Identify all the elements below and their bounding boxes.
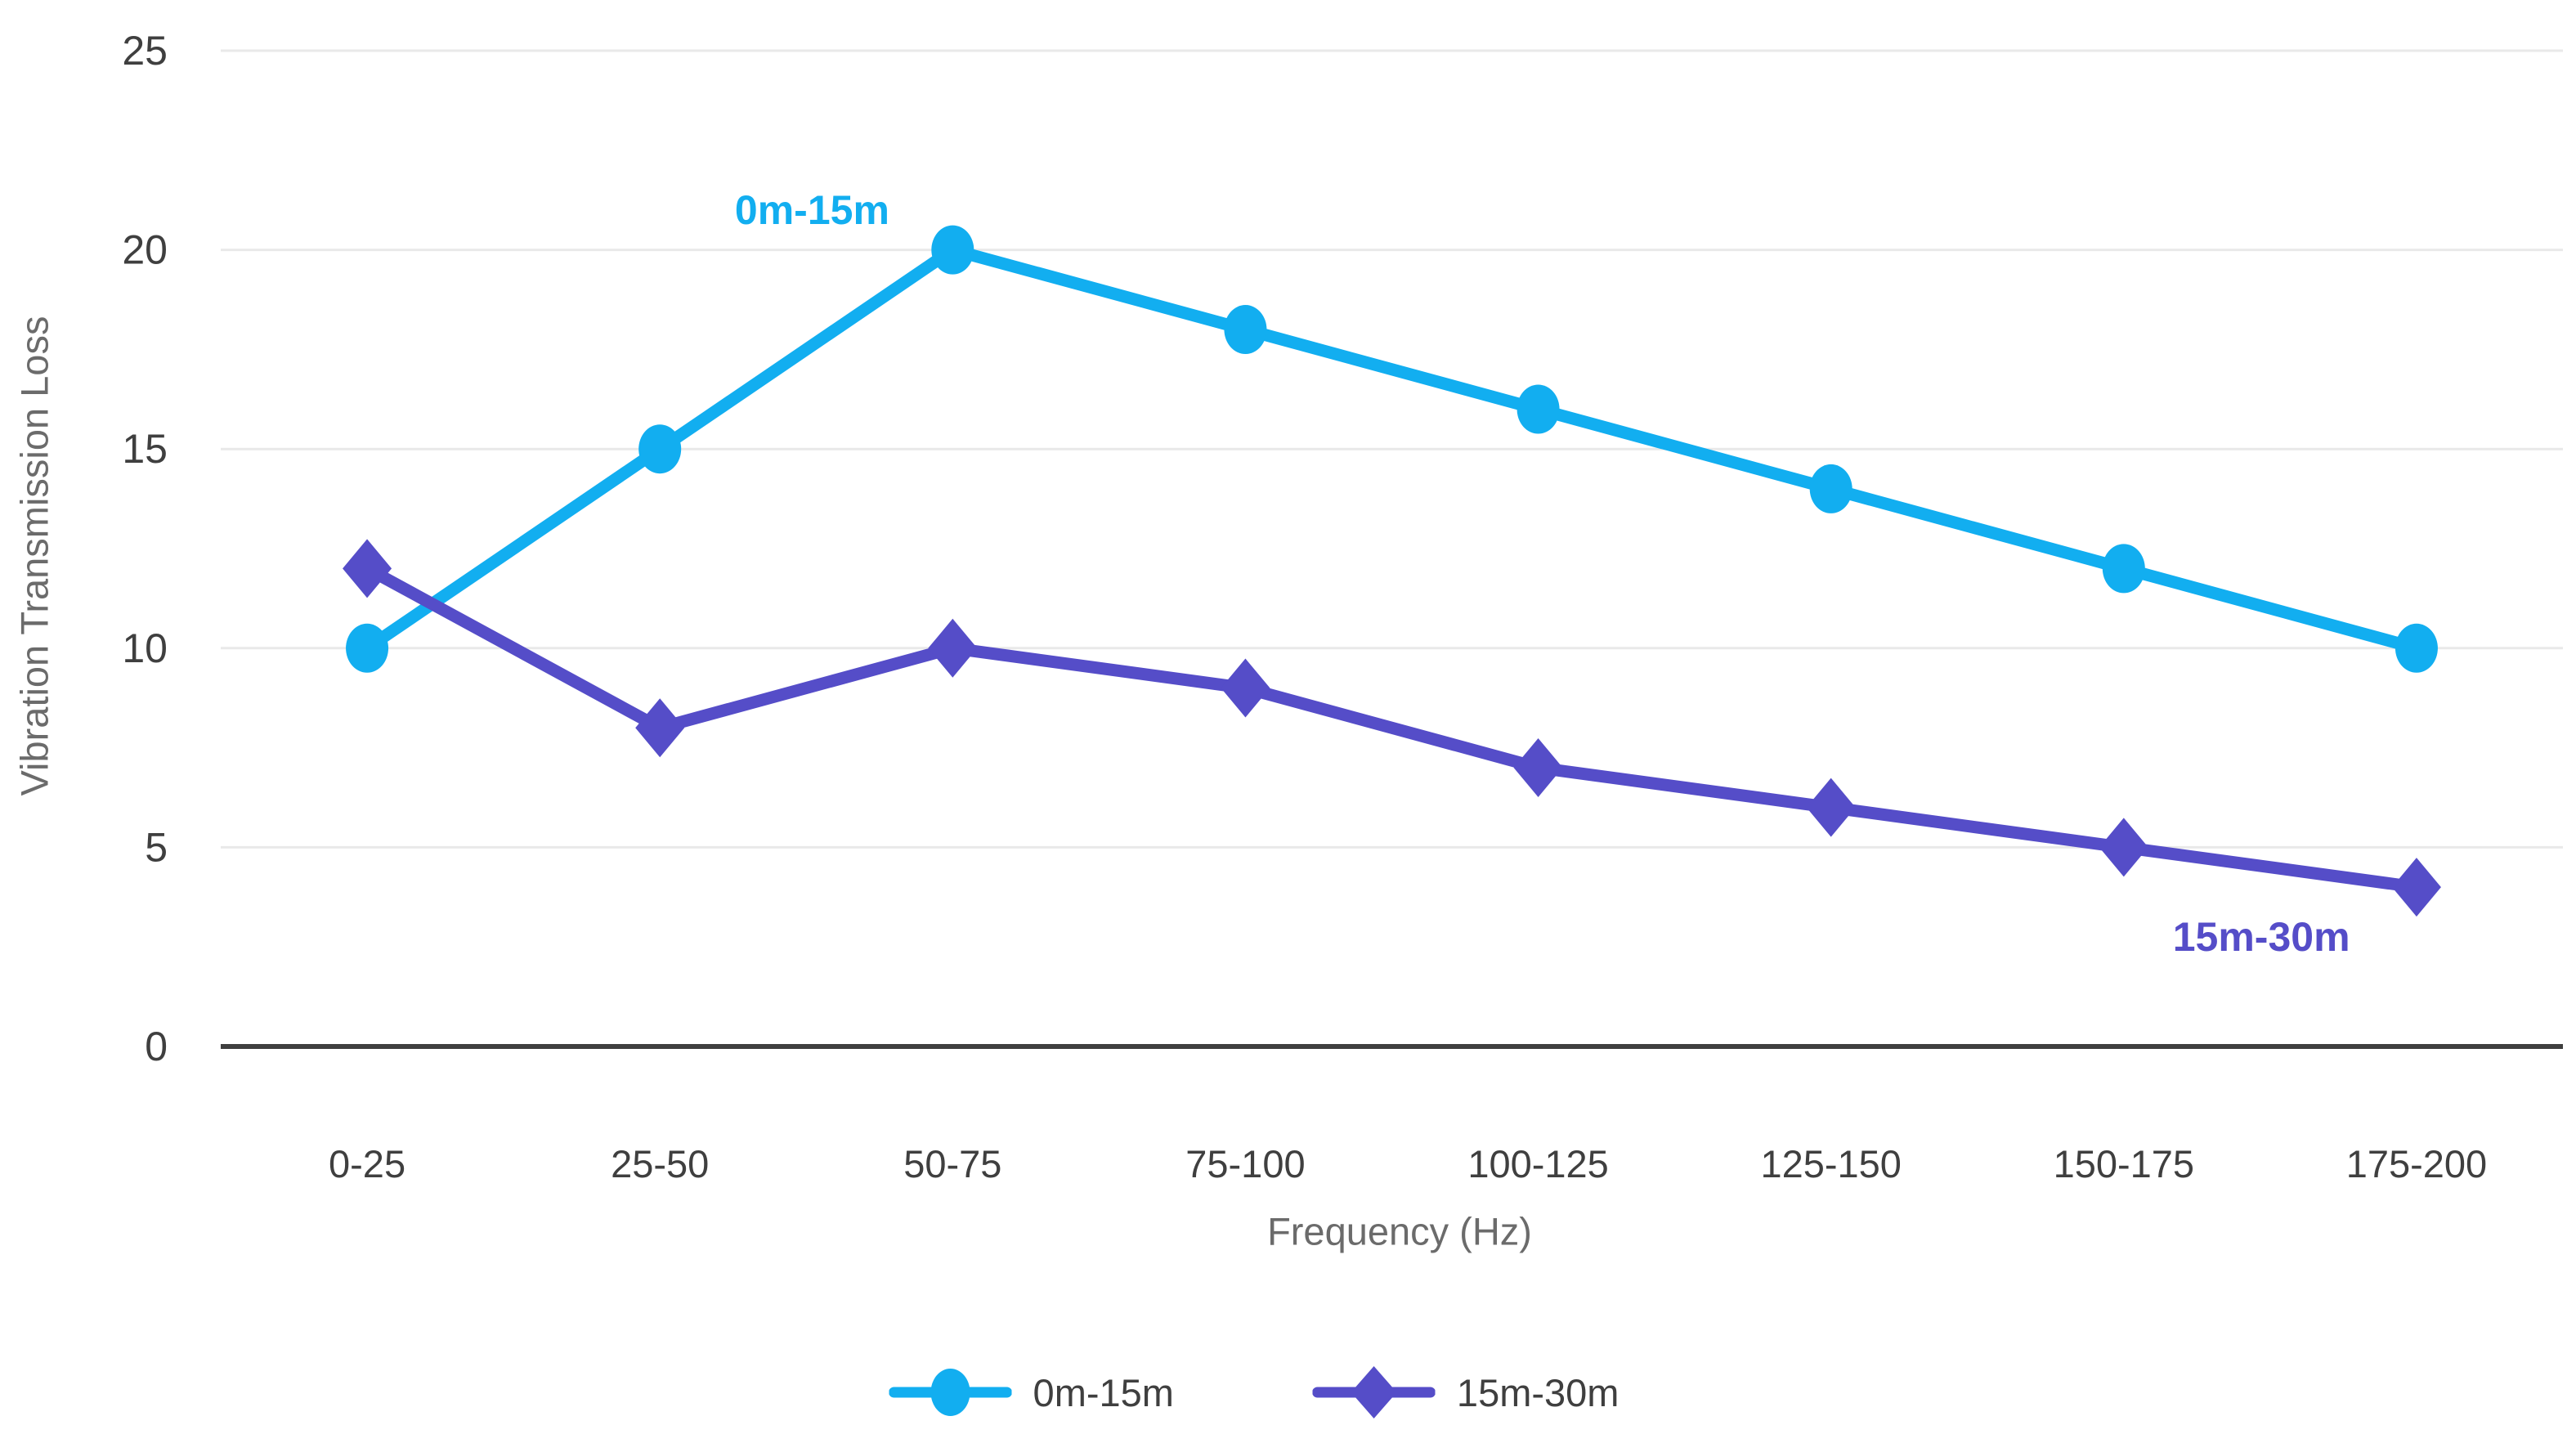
series-line-0m-15m: [361, 244, 2423, 655]
data-point-diamond: [1513, 737, 1563, 797]
x-tick-label: 125-150: [1760, 1142, 1902, 1185]
x-tick-label: 0-25: [329, 1142, 405, 1185]
data-point-diamond: [635, 698, 685, 758]
legend-label: 0m-15m: [1033, 1370, 1174, 1414]
y-tick-label: 0: [145, 1024, 168, 1069]
legend-item-15m-30m: 15m-30m: [1312, 1356, 1620, 1429]
x-tick-label: 50-75: [903, 1142, 1001, 1185]
y-tick-label: 15: [122, 426, 168, 472]
data-point-diamond: [343, 539, 392, 598]
series-line-15m-30m: [361, 562, 2423, 894]
data-point-circle: [1809, 464, 1852, 513]
y-tick-label: 10: [122, 625, 168, 671]
x-tick-label: 25-50: [611, 1142, 709, 1185]
series-label-15m-30m: 15m-30m: [2172, 914, 2350, 961]
x-tick-label: 175-200: [2346, 1142, 2488, 1185]
legend-circle-marker-icon: [889, 1369, 1012, 1416]
data-point-diamond: [1221, 658, 1270, 718]
data-point-diamond: [1806, 778, 1856, 837]
data-point-circle: [931, 225, 974, 275]
x-axis-title: Frequency (Hz): [1267, 1209, 1532, 1253]
y-axis-title: Vibration Transmission Loss: [12, 316, 56, 796]
y-tick-label: 5: [145, 824, 168, 870]
x-tick-label: 150-175: [2054, 1142, 2195, 1185]
legend-item-0m-15m: 0m-15m: [889, 1356, 1174, 1429]
data-point-circle: [2102, 544, 2145, 594]
data-point-circle: [1224, 305, 1267, 355]
x-tick-label: 75-100: [1185, 1142, 1305, 1185]
x-tick-label: 100-125: [1467, 1142, 1609, 1185]
legend-diamond-glyph: [1351, 1366, 1397, 1418]
data-point-diamond: [2099, 818, 2148, 877]
data-point-diamond: [928, 618, 978, 678]
legend-label: 15m-30m: [1456, 1370, 1620, 1414]
legend: 0m-15m 15m-30m: [889, 1356, 1620, 1429]
data-point-circle: [2395, 623, 2438, 673]
data-point-circle: [1516, 384, 1560, 434]
series-label-0m-15m: 0m-15m: [734, 186, 889, 233]
data-point-diamond: [2391, 858, 2441, 917]
y-tick-label: 25: [122, 28, 168, 74]
y-tick-label: 20: [122, 227, 168, 273]
data-point-circle: [346, 623, 389, 673]
legend-circle-glyph: [930, 1369, 970, 1416]
data-point-circle: [638, 424, 682, 474]
legend-diamond-marker-icon: [1312, 1366, 1436, 1418]
